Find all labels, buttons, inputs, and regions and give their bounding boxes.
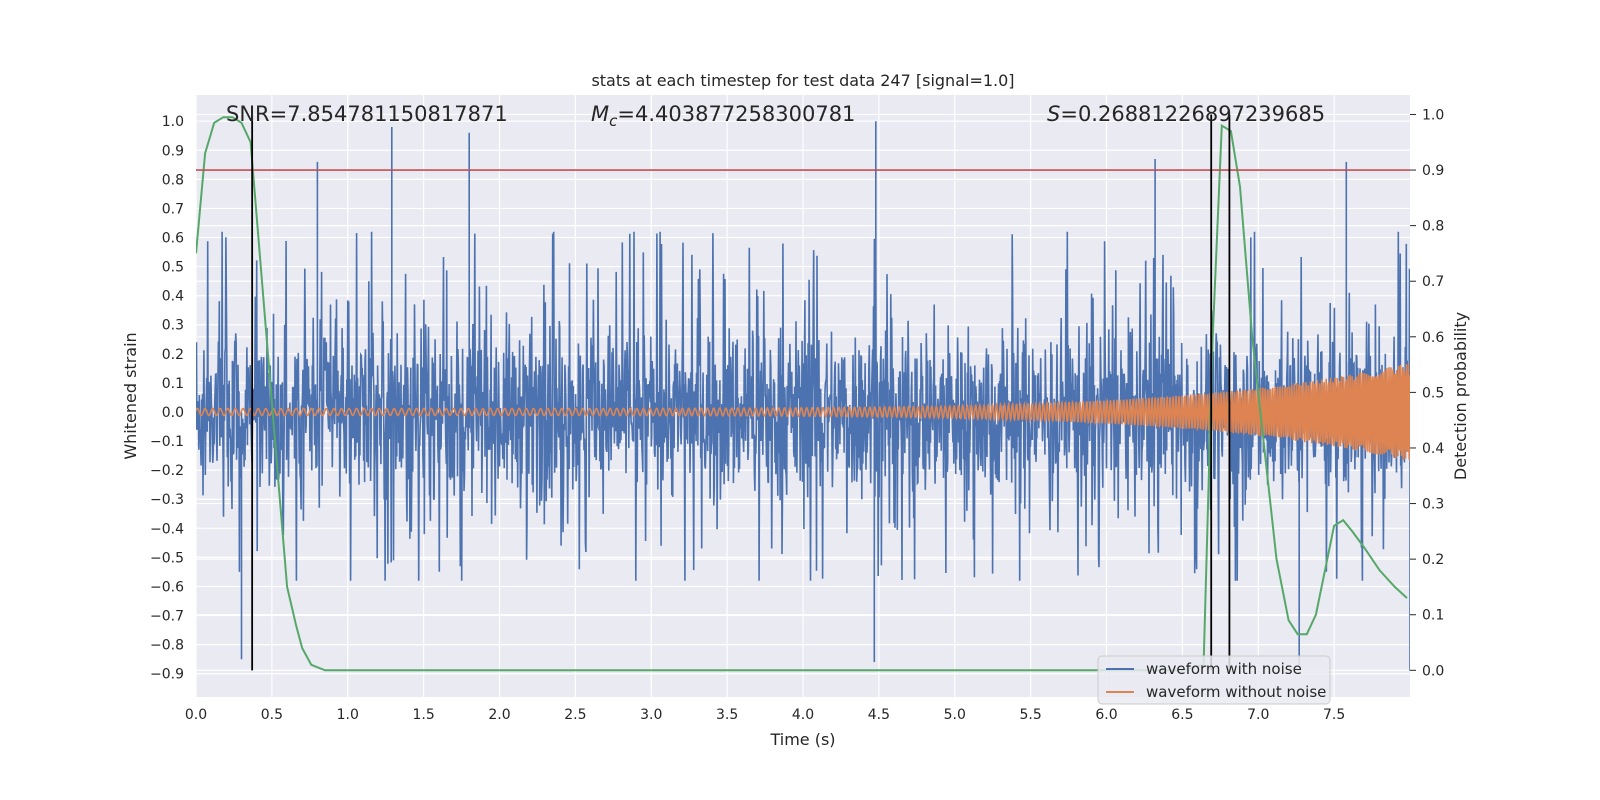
x-tick-label: 0.0 bbox=[185, 707, 207, 723]
x-tick-label: 4.5 bbox=[868, 707, 890, 723]
chirp-trace bbox=[196, 363, 1410, 460]
vertical-lines bbox=[251, 114, 1231, 671]
y-tick-label: 0.1 bbox=[162, 376, 184, 392]
series-waveform-without-noise bbox=[196, 363, 1410, 460]
x-tick-label: 2.5 bbox=[564, 707, 586, 723]
y2-axis-label: Detection probability bbox=[1451, 312, 1470, 480]
annotation-s-value: =0.26881226897239685 bbox=[1060, 102, 1325, 126]
x-tick-label: 3.5 bbox=[716, 707, 738, 723]
x-tick-label: 2.0 bbox=[488, 707, 510, 723]
y-tick-label: 0.9 bbox=[162, 143, 184, 159]
annotation-mc-subscript: c bbox=[609, 112, 618, 130]
y-tick-label: −0.4 bbox=[150, 521, 184, 537]
x-tick-label: 6.0 bbox=[1095, 707, 1117, 723]
y2-tick-label: 0.7 bbox=[1422, 274, 1444, 290]
y2-tick-label: 1.0 bbox=[1422, 107, 1444, 123]
noise-trace bbox=[196, 121, 1410, 671]
legend-entry-waveform-without-noise: waveform without noise bbox=[1146, 683, 1326, 701]
legend: waveform with noise waveform without noi… bbox=[1097, 655, 1331, 705]
x-tick-label: 0.5 bbox=[261, 707, 283, 723]
x-tick-label: 6.5 bbox=[1171, 707, 1193, 723]
y2-tick-label: 0.9 bbox=[1422, 163, 1444, 179]
y2-tick-label: 0.0 bbox=[1422, 663, 1444, 679]
y-tick-label: −0.7 bbox=[150, 609, 184, 625]
y2-tick-label: 0.4 bbox=[1422, 441, 1444, 457]
y2-tick-label: 0.6 bbox=[1422, 330, 1444, 346]
y-tick-label: 0.0 bbox=[162, 405, 184, 421]
chart-title: stats at each timestep for test data 247… bbox=[591, 71, 1014, 90]
series-waveform-with-noise bbox=[196, 121, 1410, 671]
annotation-mc-value: =4.403877258300781 bbox=[617, 102, 855, 126]
y2-tick-label: 0.1 bbox=[1422, 608, 1444, 624]
x-tick-label: 4.0 bbox=[792, 707, 814, 723]
annotation-s-symbol: S bbox=[1047, 102, 1060, 126]
probability-trace bbox=[196, 116, 1408, 672]
y-tick-label: 0.3 bbox=[162, 318, 184, 334]
x-axis-label: Time (s) bbox=[769, 730, 835, 749]
x-tick-label: 1.5 bbox=[412, 707, 434, 723]
y-tick-label: 1.0 bbox=[162, 114, 184, 130]
y-tick-label: −0.8 bbox=[150, 638, 184, 654]
y-tick-label: 0.7 bbox=[162, 201, 184, 217]
y-tick-label: −0.3 bbox=[150, 492, 184, 508]
y2-tick-label: 0.5 bbox=[1422, 385, 1444, 401]
annotation-mc-symbol: M bbox=[591, 102, 609, 126]
y-tick-label: −0.1 bbox=[150, 434, 184, 450]
y-tick-label: 0.2 bbox=[162, 347, 184, 363]
y2-axis-ticks: 1.0 0.9 0.8 0.7 0.6 0.5 0.4 0.3 0.2 0.1 0.0 bbox=[1410, 107, 1444, 679]
x-tick-label: 5.5 bbox=[1019, 707, 1041, 723]
y-axis-ticks: 1.0 0.9 0.8 0.7 0.6 0.5 0.4 0.3 0.2 0.1 0.0 −0.1 −0.… bbox=[150, 114, 184, 683]
annotation-snr: SNR=7.854781150817871 bbox=[226, 102, 508, 126]
y-tick-label: −0.9 bbox=[150, 667, 184, 683]
y-tick-label: 0.5 bbox=[162, 260, 184, 276]
y2-tick-label: 0.2 bbox=[1422, 552, 1444, 568]
series-detection-probability bbox=[196, 116, 1408, 672]
y-tick-label: −0.5 bbox=[150, 550, 184, 566]
y-tick-label: −0.6 bbox=[150, 579, 184, 595]
y-tick-label: −0.2 bbox=[150, 463, 184, 479]
x-tick-label: 7.0 bbox=[1247, 707, 1269, 723]
x-axis-ticks: 0.0 0.5 1.0 1.5 2.0 2.5 3.0 3.5 4.0 4.5 5.0 5.5 6.0 6… bbox=[185, 707, 1345, 723]
annotation-chirp-mass: Mc=4.403877258300781 bbox=[591, 102, 855, 130]
y2-tick-label: 0.8 bbox=[1422, 219, 1444, 235]
legend-box bbox=[1097, 655, 1331, 705]
annotation-s: S=0.26881226897239685 bbox=[1047, 102, 1325, 126]
x-tick-label: 7.5 bbox=[1323, 707, 1345, 723]
y-tick-label: 0.8 bbox=[162, 172, 184, 188]
y-tick-label: 0.4 bbox=[162, 289, 184, 305]
x-tick-label: 5.0 bbox=[944, 707, 966, 723]
y2-tick-label: 0.3 bbox=[1422, 497, 1444, 513]
x-tick-label: 3.0 bbox=[640, 707, 662, 723]
y-axis-label: Whitened strain bbox=[121, 332, 140, 459]
x-tick-label: 1.0 bbox=[337, 707, 359, 723]
y-tick-label: 0.6 bbox=[162, 231, 184, 247]
legend-entry-waveform-with-noise: waveform with noise bbox=[1146, 660, 1302, 678]
